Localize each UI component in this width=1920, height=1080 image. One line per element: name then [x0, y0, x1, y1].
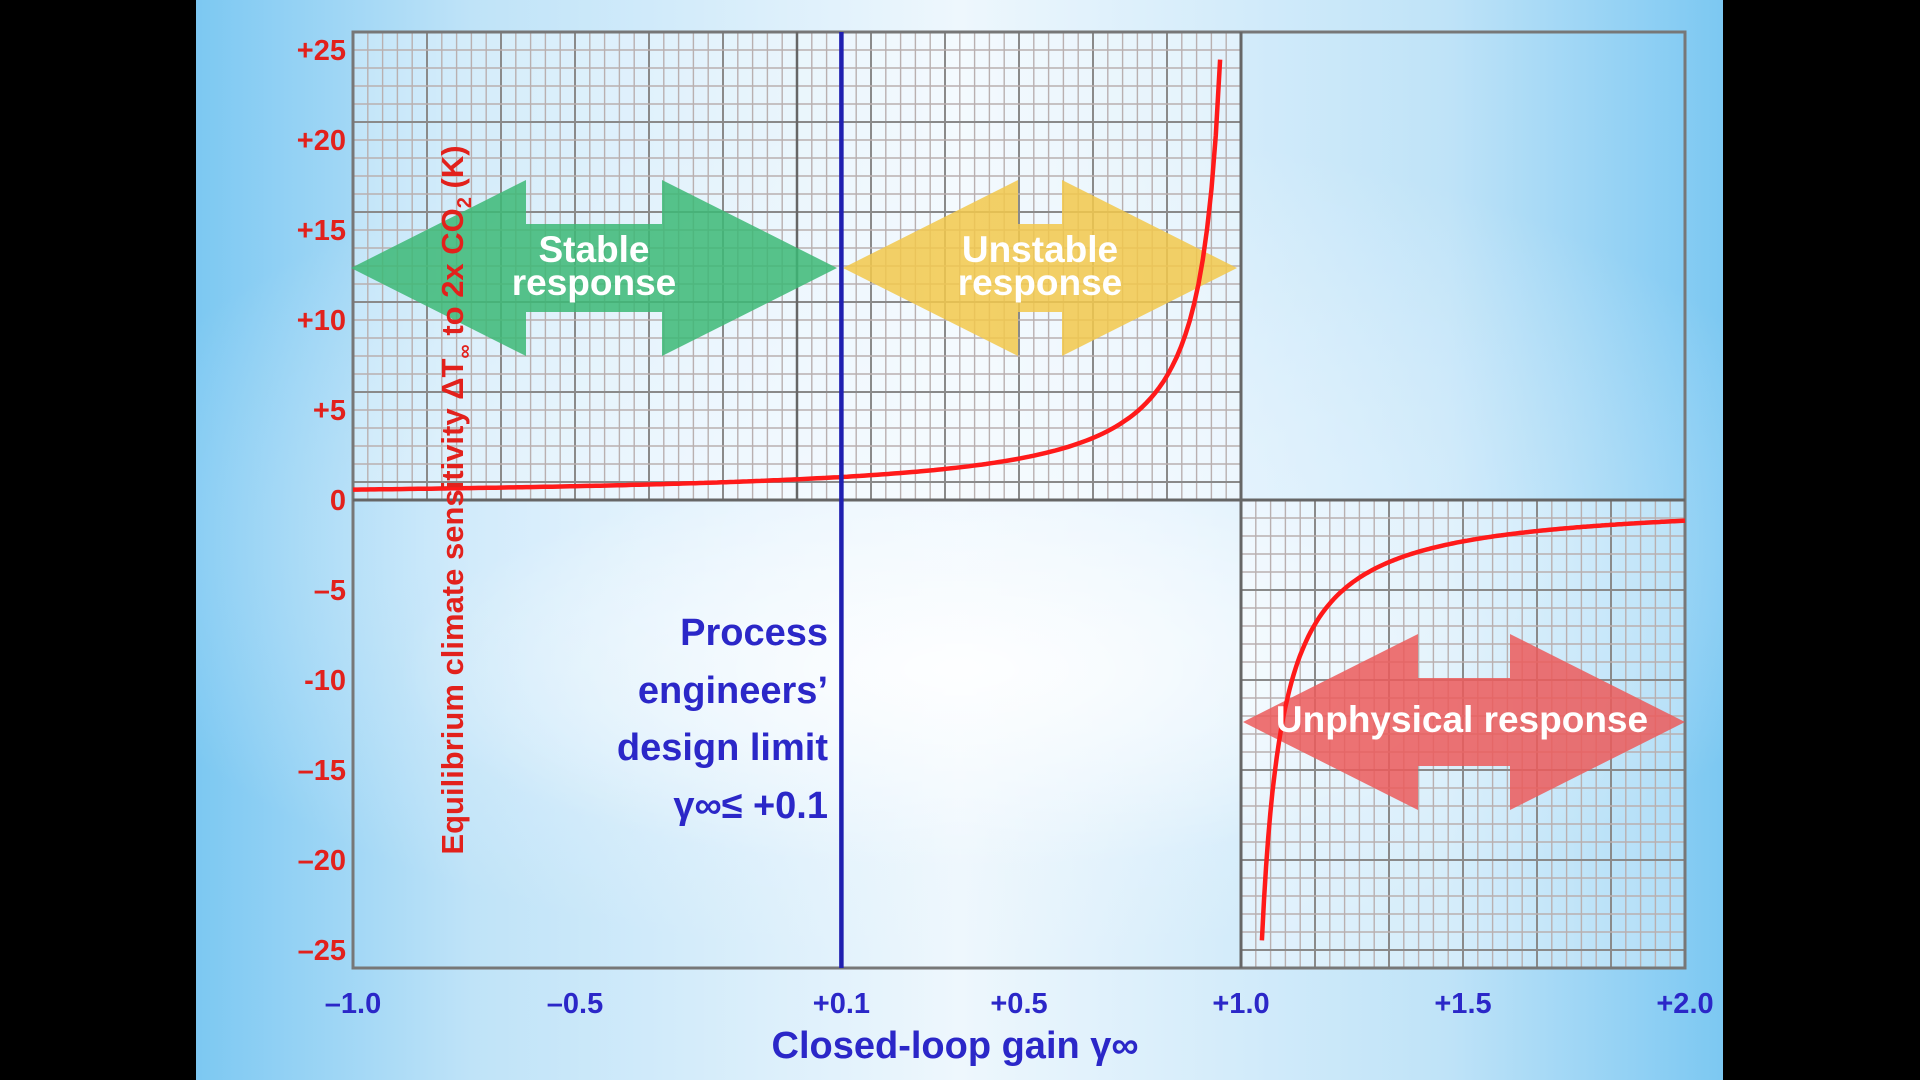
- y-tick-label: -10: [304, 665, 346, 697]
- y-axis-label-sub-inf: ∞: [454, 344, 476, 358]
- unphysical-response-label: Unphysical response: [1276, 699, 1648, 740]
- curve-layer: [353, 59, 1686, 941]
- sensitivity-curve-left: [353, 59, 1223, 492]
- y-axis-label: Equilibrium climate sensitivity ΔT∞ to 2…: [435, 145, 476, 854]
- y-tick-label: +20: [297, 125, 346, 157]
- x-axis-label: Closed-loop gain γ∞: [772, 1025, 1139, 1067]
- annotation-arrows: [351, 180, 1685, 810]
- y-tick-label: +5: [313, 395, 346, 427]
- x-tick-label: +0.5: [990, 988, 1047, 1020]
- y-axis-label-unit: (K): [435, 145, 470, 197]
- unstable-label-line-1: Unstable: [962, 229, 1118, 270]
- limit-text-line-4: γ∞≤ +0.1: [673, 785, 828, 827]
- y-axis-label-mid: to 2x CO: [435, 208, 470, 344]
- tick-labels: +25 +20 +15 +10 +5 0 –5 -10 –15 –20 –25 –1.0 –0.5 +0.…: [297, 35, 1714, 1020]
- y-tick-label: 0: [330, 485, 346, 517]
- stable-double-arrow: [351, 180, 837, 356]
- design-limit-label: Process engineers’ design limit γ∞≤ +0.1: [617, 612, 828, 827]
- x-tick-label: –0.5: [547, 988, 603, 1020]
- stable-label-line-2: response: [512, 262, 677, 303]
- x-tick-label: +1.0: [1212, 988, 1269, 1020]
- plot-frame: [351, 30, 1687, 970]
- limit-text-line-1: Process: [680, 612, 828, 654]
- y-axis-label-sub-2: 2: [454, 197, 476, 208]
- y-tick-label: –20: [298, 845, 346, 877]
- limit-text-line-3: design limit: [617, 727, 828, 769]
- unphysical-double-arrow: [1243, 634, 1685, 810]
- unstable-response-label: Unstable response: [958, 229, 1123, 303]
- limit-text-line-2: engineers’: [638, 670, 828, 712]
- y-axis-label-main: Equilibrium climate sensitivity ΔT: [435, 358, 470, 854]
- y-tick-label: –15: [298, 755, 346, 787]
- y-tick-label: +10: [297, 305, 346, 337]
- stable-response-label: Stable response: [512, 229, 677, 303]
- y-tick-label: +15: [297, 215, 346, 247]
- y-tick-label: +25: [297, 35, 346, 67]
- slide-background: +25 +20 +15 +10 +5 0 –5 -10 –15 –20 –25 –1.0 –0.5 +0.…: [196, 0, 1723, 1080]
- x-tick-label: +0.1: [813, 988, 870, 1020]
- unphysical-label: Unphysical response: [1276, 699, 1648, 740]
- sensitivity-curve-right: [1259, 518, 1686, 941]
- unstable-label-line-2: response: [958, 262, 1123, 303]
- x-tick-label: –1.0: [325, 988, 381, 1020]
- x-tick-label: +1.5: [1434, 988, 1491, 1020]
- y-tick-label: –5: [314, 575, 346, 607]
- climate-sensitivity-chart: +25 +20 +15 +10 +5 0 –5 -10 –15 –20 –25 –1.0 –0.5 +0.…: [297, 30, 1714, 1067]
- stable-label-line-1: Stable: [538, 229, 649, 270]
- y-tick-label: –25: [298, 935, 346, 967]
- unstable-double-arrow: [843, 180, 1237, 356]
- x-tick-label: +2.0: [1656, 988, 1713, 1020]
